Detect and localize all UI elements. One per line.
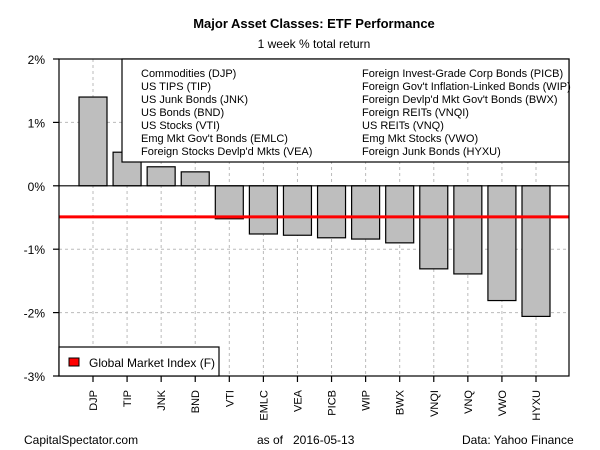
y-axis: 2% 1% 0% -1% -2% -3%: [24, 53, 59, 384]
legend-left-column: Commodities (DJP)US TIPS (TIP)US Junk Bo…: [141, 68, 312, 158]
x-tick-label-vea: VEA: [292, 389, 304, 412]
footer-source-left: CapitalSpectator.com: [24, 433, 138, 447]
x-tick-label-picb: PICB: [327, 390, 339, 416]
legend-bottom-box: [58, 346, 220, 377]
legend-item-right-2: Foreign Devlp'd Mkt Gov't Bonds (BWX): [362, 94, 558, 106]
legend-item-left-4: US Stocks (VTI): [141, 120, 220, 132]
legend-item-right-1: Foreign Gov't Inflation-Linked Bonds (WI…: [362, 81, 571, 93]
legend-item-right-3: Foreign REITs (VNQI): [362, 107, 469, 119]
legend-item-left-2: US Junk Bonds (JNK): [141, 94, 248, 106]
legend-label-global-market-index: Global Market Index (F): [89, 356, 215, 370]
bar-jnk: [146, 166, 176, 187]
x-tick-label-vnq: VNQ: [463, 390, 475, 414]
chart-subtitle: 1 week % total return: [258, 37, 371, 51]
legend-right-column: Foreign Invest-Grade Corp Bonds (PICB)Fo…: [362, 68, 571, 158]
chart-title: Major Asset Classes: ETF Performance: [193, 16, 435, 31]
y-tick-label-0: 2%: [28, 53, 46, 67]
bar-vwo: [487, 185, 517, 302]
bar-vnq: [453, 185, 483, 275]
legend-item-left-5: Emg Mkt Gov't Bonds (EMLC): [141, 133, 288, 145]
bar-hyxu: [521, 185, 551, 318]
bar-djp: [78, 96, 108, 187]
x-tick-label-emlc: EMLC: [258, 390, 270, 421]
legend-swatch-global-market-index: [68, 357, 80, 367]
legend-top: Commodities (DJP)US TIPS (TIP)US Junk Bo…: [121, 58, 571, 163]
y-tick-label-1: 1%: [28, 116, 46, 130]
bar-vea: [282, 185, 313, 236]
bar-emlc: [248, 185, 278, 235]
x-tick-label-djp: DJP: [88, 390, 100, 411]
legend-item-left-0: Commodities (DJP): [141, 68, 236, 80]
legend-item-right-4: US REITs (VNQ): [362, 120, 444, 132]
legend-item-left-6: Foreign Stocks Devlp'd Mkts (VEA): [141, 146, 312, 158]
footer-data-source: Data: Yahoo Finance: [462, 433, 574, 447]
bars: [78, 96, 551, 318]
legend-item-right-5: Emg Mkt Stocks (VWO): [362, 133, 478, 145]
x-tick-label-vnqi: VNQI: [429, 390, 441, 417]
footer-as-of-date: 2016-05-13: [293, 433, 355, 447]
legend-top-box: [121, 58, 570, 163]
x-axis: DJP TIP JNK BND VTI EMLC VEA PICB WIP BWX VNQI VNQ V…: [88, 376, 543, 421]
y-tick-label-5: -3%: [24, 370, 46, 384]
y-tick-label-2: 0%: [28, 180, 46, 194]
y-tick-label-4: -2%: [24, 307, 46, 321]
legend-item-left-1: US TIPS (TIP): [141, 81, 211, 93]
legend-bottom: Global Market Index (F): [58, 346, 220, 377]
x-tick-label-hyxu: HYXU: [531, 390, 543, 421]
x-tick-label-wip: WIP: [361, 390, 373, 411]
x-tick-label-bwx: BWX: [395, 389, 407, 415]
legend-item-left-3: US Bonds (BND): [141, 107, 224, 119]
x-tick-label-jnk: JNK: [156, 389, 168, 410]
x-tick-label-vwo: VWO: [497, 390, 509, 417]
legend-item-right-0: Foreign Invest-Grade Corp Bonds (PICB): [362, 68, 563, 80]
x-tick-label-vti: VTI: [224, 390, 236, 407]
x-tick-label-bnd: BND: [190, 390, 202, 413]
bar-vnqi: [419, 185, 449, 270]
footer-as-of-label: as of: [257, 433, 284, 447]
y-tick-label-3: -1%: [24, 243, 46, 257]
legend-item-right-6: Foreign Junk Bonds (HYXU): [362, 146, 501, 158]
bar-vti: [214, 185, 244, 220]
bar-bnd: [180, 171, 210, 187]
x-tick-label-tip: TIP: [122, 390, 134, 407]
bar-wip: [351, 185, 381, 240]
bar-picb: [316, 185, 347, 239]
bar-bwx: [385, 185, 415, 244]
